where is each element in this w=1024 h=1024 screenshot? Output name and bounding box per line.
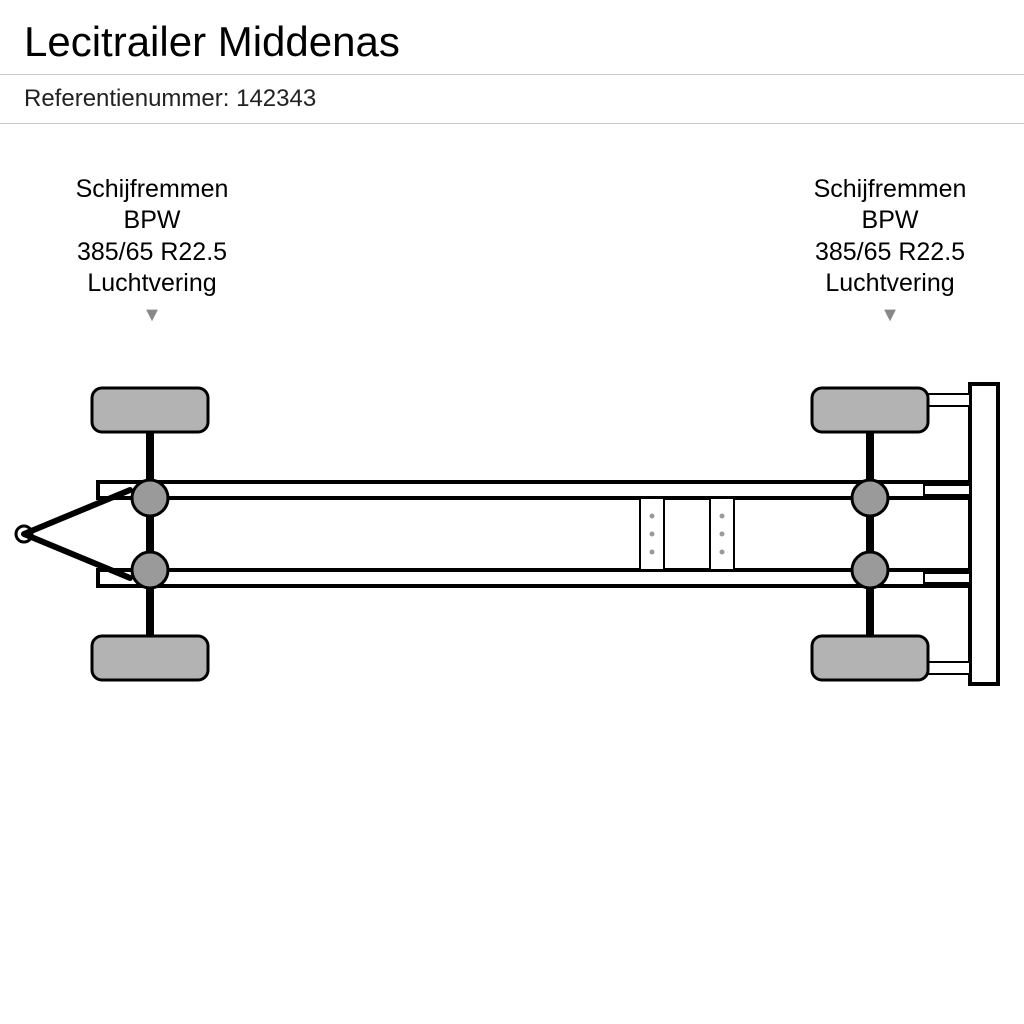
trailer-schematic-icon — [0, 354, 1024, 714]
trailer-diagram: Schijfremmen BPW 385/65 R22.5 Luchtverin… — [0, 124, 1024, 824]
axle-spec-line: Schijfremmen — [760, 174, 1020, 205]
axle-spec-line: 385/65 R22.5 — [22, 237, 282, 268]
axle-label-rear: Schijfremmen BPW 385/65 R22.5 Luchtverin… — [760, 174, 1020, 328]
axle-spec-line: Schijfremmen — [22, 174, 282, 205]
axle-spec-line: 385/65 R22.5 — [760, 237, 1020, 268]
reference-row: Referentienummer: 142343 — [0, 74, 1024, 124]
page-title: Lecitrailer Middenas — [24, 18, 1024, 66]
axle-spec-line: BPW — [22, 205, 282, 236]
axle-spec-line: BPW — [760, 205, 1020, 236]
ref-label: Referentienummer: — [24, 85, 229, 112]
ref-value: 142343 — [236, 85, 316, 112]
axle-label-front: Schijfremmen BPW 385/65 R22.5 Luchtverin… — [22, 174, 282, 328]
chevron-down-icon: ▼ — [760, 303, 1020, 328]
chevron-down-icon: ▼ — [22, 303, 282, 328]
axle-spec-line: Luchtvering — [22, 268, 282, 299]
axle-spec-line: Luchtvering — [760, 268, 1020, 299]
